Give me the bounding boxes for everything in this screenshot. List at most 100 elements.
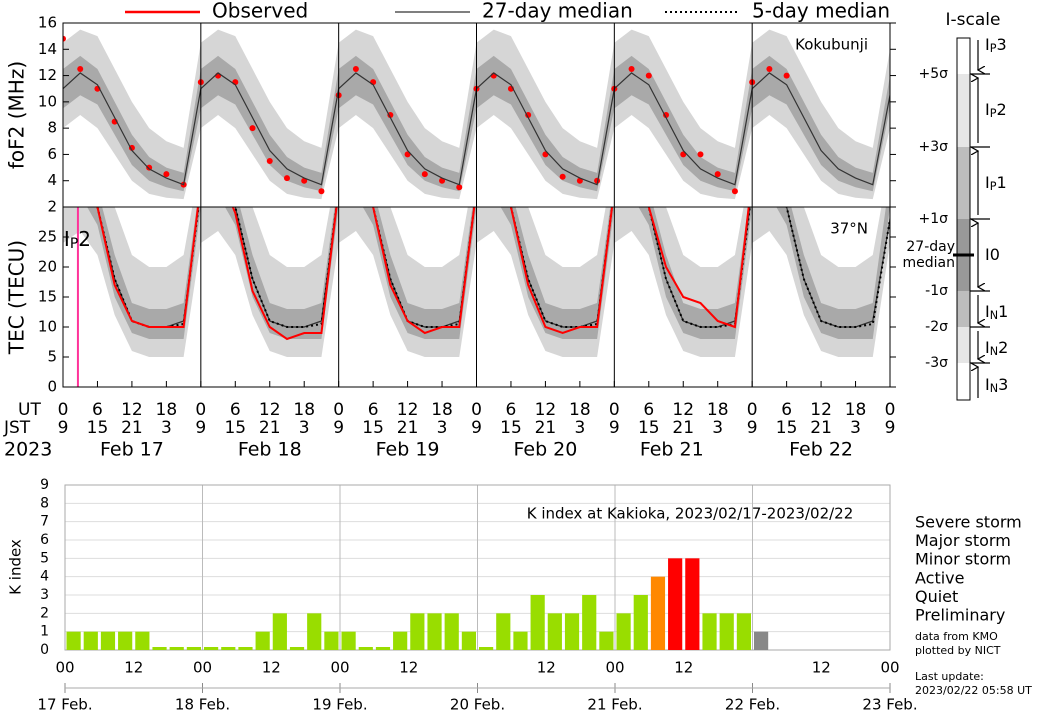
jst-tick-label: 21	[672, 418, 694, 438]
k-bar	[668, 558, 683, 650]
y-tick-label: 2	[47, 198, 57, 216]
observed-point	[63, 35, 66, 42]
ut-tick-label: 12	[121, 400, 143, 420]
y-tick-label: 5	[40, 550, 49, 566]
k-bar	[513, 631, 528, 650]
jst-tick-label: 21	[121, 418, 143, 438]
date-label: Feb 22	[789, 439, 853, 461]
series-line	[96, 207, 750, 341]
level-letter: I	[985, 245, 990, 264]
ut-tick-label: 0	[195, 400, 206, 420]
k-bar	[685, 558, 700, 650]
level-label: IN1	[985, 302, 1008, 323]
y-tick-label: 7	[40, 514, 49, 530]
observed-point	[352, 66, 359, 72]
observed-point	[645, 72, 652, 79]
annotation: 37°N	[830, 220, 868, 238]
observed-point	[163, 171, 170, 178]
k-bar	[633, 595, 648, 650]
ut-tick-label: 18	[845, 400, 867, 420]
k-bar	[479, 647, 494, 650]
x-tick-label: 00	[880, 659, 899, 677]
level-letter: I	[985, 302, 990, 321]
update-note: 2023/02/22 05:58 UT	[915, 684, 1032, 697]
ut-tick-label: 12	[259, 400, 281, 420]
jst-tick-label: 9	[471, 418, 482, 438]
annotation: Kokubunji	[795, 36, 868, 54]
sigma-label: +3σ	[918, 139, 948, 155]
date-label: Feb 17	[100, 439, 164, 461]
level-sub: P	[70, 236, 78, 252]
legend-entry: Minor storm	[915, 550, 1011, 569]
y-tick-label: 5	[47, 348, 57, 366]
y-axis-label: foF2 (MHz)	[5, 61, 29, 169]
median-label: median	[903, 255, 955, 271]
k-bar	[118, 631, 133, 650]
k-bar	[66, 631, 81, 650]
jst-tick-label: 15	[224, 418, 246, 438]
level-label: IN3	[985, 375, 1008, 396]
observed-point	[283, 175, 290, 182]
k-bar	[427, 613, 442, 650]
date-label: 21 Feb.	[587, 696, 642, 714]
y-tick-label: 12	[38, 66, 57, 84]
legend-entry: Preliminary	[915, 606, 1005, 625]
legend-label: 5-day median	[752, 0, 890, 23]
k-bar	[358, 647, 373, 650]
sigma-label: +1σ	[918, 211, 948, 227]
ut-tick-label: 18	[569, 400, 591, 420]
level-num: 0	[990, 245, 1000, 264]
k-bar	[152, 647, 167, 650]
level-num: 3	[996, 35, 1006, 54]
k-bar	[754, 631, 769, 650]
jst-tick-label: 21	[535, 418, 557, 438]
level-num: 2	[998, 338, 1008, 357]
ut-label: UT	[18, 400, 41, 420]
y-tick-label: 15	[38, 288, 57, 306]
y-tick-label: 0	[47, 378, 57, 396]
x-tick-label: 12	[537, 659, 556, 677]
observed-point	[559, 173, 566, 180]
jst-tick-label: 9	[333, 418, 344, 438]
observed-point	[766, 66, 773, 72]
k-bar	[719, 613, 734, 650]
k-bar	[341, 631, 356, 650]
x-tick-label: 00	[55, 659, 74, 677]
sigma-label: -1σ	[925, 283, 948, 299]
k-bar	[496, 613, 511, 650]
chart-title: K index at Kakioka, 2023/02/17-2023/02/2…	[527, 505, 854, 523]
i-scale-title: I-scale	[946, 10, 1001, 30]
note: data from KMO	[915, 630, 998, 643]
date-label: Feb 18	[238, 439, 302, 461]
x-tick-label: 00	[193, 659, 212, 677]
jst-tick-label: 3	[712, 418, 723, 438]
y-tick-label: 10	[38, 92, 57, 110]
level-num: 2	[996, 100, 1006, 119]
k-bar	[255, 631, 270, 650]
k-bar	[616, 613, 631, 650]
sigma-label: -3σ	[925, 355, 948, 371]
sigma-label: -2σ	[925, 319, 948, 335]
observed-point	[783, 72, 790, 79]
legend-entry: Severe storm	[915, 513, 1022, 532]
y-tick-label: 10	[38, 318, 57, 336]
k-bar	[100, 631, 116, 650]
legend-label: Observed	[212, 0, 308, 23]
k-bar	[564, 613, 580, 650]
y-tick-label: 3	[40, 587, 49, 603]
ut-tick-label: 18	[156, 400, 178, 420]
observed-point	[421, 171, 428, 178]
x-tick-label: 12	[399, 659, 418, 677]
median-label: 27-day	[906, 239, 955, 255]
note: plotted by NICT	[915, 644, 1001, 657]
jst-tick-label: 3	[161, 418, 172, 438]
level-label: I0	[985, 245, 1000, 264]
y-tick-label: 8	[40, 495, 49, 511]
y-axis-label: TEC (TECU)	[5, 240, 29, 355]
ut-tick-label: 0	[58, 400, 69, 420]
observed-point	[697, 151, 704, 158]
ut-tick-label: 0	[747, 400, 758, 420]
observed-point	[714, 171, 721, 178]
observed-point	[77, 66, 84, 72]
ut-tick-label: 0	[333, 400, 344, 420]
